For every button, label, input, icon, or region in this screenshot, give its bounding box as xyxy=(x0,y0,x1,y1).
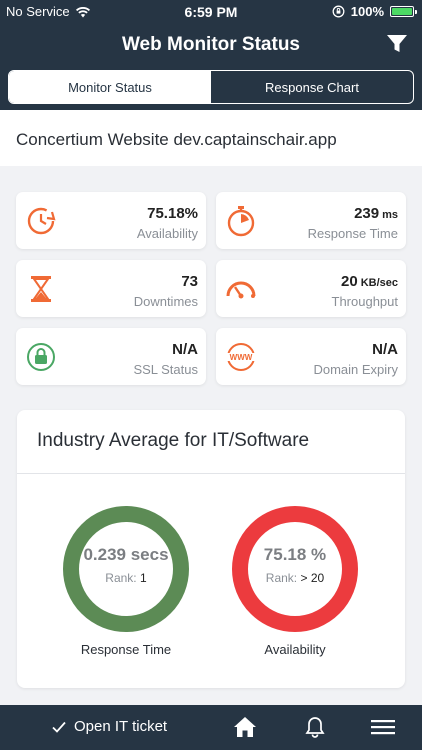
response-time-number: 239 xyxy=(354,205,380,222)
availability-ring-value: 75.18 % xyxy=(263,545,327,564)
checkmark-icon xyxy=(52,721,66,733)
status-left: No Service xyxy=(6,4,91,19)
bell-icon[interactable] xyxy=(302,715,328,739)
site-header: Concertium Website dev.captainschair.app xyxy=(0,110,422,166)
domain-value: N/A xyxy=(372,341,398,358)
www-globe-icon: WWW xyxy=(227,343,255,371)
home-icon[interactable] xyxy=(232,715,258,739)
svg-text:WWW: WWW xyxy=(230,353,253,362)
availability-ring-caption: Availability xyxy=(264,642,326,657)
response-ring-rank: Rank: 1 xyxy=(62,571,190,585)
availability-rank-value: > 20 xyxy=(300,571,325,585)
availability-ring: 75.18 % Rank: > 20 xyxy=(231,505,359,633)
throughput-card[interactable]: 20 KB/sec Throughput xyxy=(216,260,406,317)
open-ticket-label: Open IT ticket xyxy=(74,718,168,735)
page-title: Web Monitor Status xyxy=(121,34,301,55)
domain-card[interactable]: WWW N/A Domain Expiry xyxy=(216,328,406,385)
ssl-label: SSL Status xyxy=(133,362,198,377)
response-rank-value: 1 xyxy=(140,571,147,585)
throughput-value: 20 KB/sec xyxy=(341,273,398,290)
segmented-tabs: Monitor Status Response Chart xyxy=(8,70,414,104)
hourglass-icon xyxy=(31,276,51,302)
response-time-value: 239 ms xyxy=(354,205,398,222)
availability-ring-graphic xyxy=(232,506,358,632)
ssl-card[interactable]: N/A SSL Status xyxy=(16,328,206,385)
availability-icon xyxy=(27,207,56,235)
response-rank-label: Rank: xyxy=(105,571,137,585)
response-time-label: Response Time xyxy=(307,226,398,241)
throughput-label: Throughput xyxy=(331,294,399,309)
availability-label: Availability xyxy=(136,226,198,241)
response-ring-value: 0.239 secs xyxy=(83,545,169,564)
wifi-icon xyxy=(75,6,90,17)
availability-value: 75.18% xyxy=(147,205,198,222)
stopwatch-icon xyxy=(227,206,255,237)
downtimes-label: Downtimes xyxy=(133,294,198,309)
status-bar: No Service 6:59 PM 100% xyxy=(0,0,422,24)
app-header: Web Monitor Status Monitor Status Respon… xyxy=(0,24,422,124)
availability-card[interactable]: 75.18% Availability xyxy=(16,192,206,249)
battery-icon xyxy=(390,6,417,17)
filter-icon[interactable] xyxy=(386,34,408,54)
status-right: 100% xyxy=(332,4,417,19)
availability-ring-circle xyxy=(232,506,358,632)
panel-divider xyxy=(17,473,405,474)
industry-average-panel: Industry Average for IT/Software 0.239 s… xyxy=(17,410,405,688)
speedometer-icon xyxy=(226,281,256,299)
response-ring-caption: Response Time xyxy=(80,642,172,657)
domain-label: Domain Expiry xyxy=(313,362,398,377)
tab-response-chart[interactable]: Response Chart xyxy=(265,79,359,95)
orientation-lock-icon xyxy=(332,5,345,18)
response-time-ring: 0.239 secs Rank: 1 xyxy=(62,505,190,633)
downtimes-card[interactable]: 73 Downtimes xyxy=(16,260,206,317)
response-time-unit: ms xyxy=(382,209,398,221)
carrier-label: No Service xyxy=(6,4,70,19)
ssl-value: N/A xyxy=(172,341,198,358)
site-name: Concertium Website dev.captainschair.app xyxy=(16,130,337,149)
downtimes-value: 73 xyxy=(181,273,198,290)
response-time-card[interactable]: 239 ms Response Time xyxy=(216,192,406,249)
response-ring-circle xyxy=(63,506,189,632)
status-time: 6:59 PM xyxy=(184,4,238,20)
throughput-number: 20 xyxy=(341,273,358,290)
availability-rank-label: Rank: xyxy=(265,571,298,585)
menu-icon[interactable] xyxy=(370,715,396,739)
battery-percent: 100% xyxy=(350,4,384,19)
industry-title: Industry Average for IT/Software xyxy=(37,430,310,451)
tab-monitor-status[interactable]: Monitor Status xyxy=(9,71,211,103)
throughput-unit: KB/sec xyxy=(360,277,398,289)
response-ring-graphic xyxy=(63,506,189,632)
open-ticket-button[interactable]: Open IT ticket xyxy=(52,718,167,735)
availability-ring-rank: Rank: > 20 xyxy=(231,571,359,585)
lock-icon xyxy=(27,343,55,371)
bottom-bar: Open IT ticket xyxy=(0,705,422,750)
